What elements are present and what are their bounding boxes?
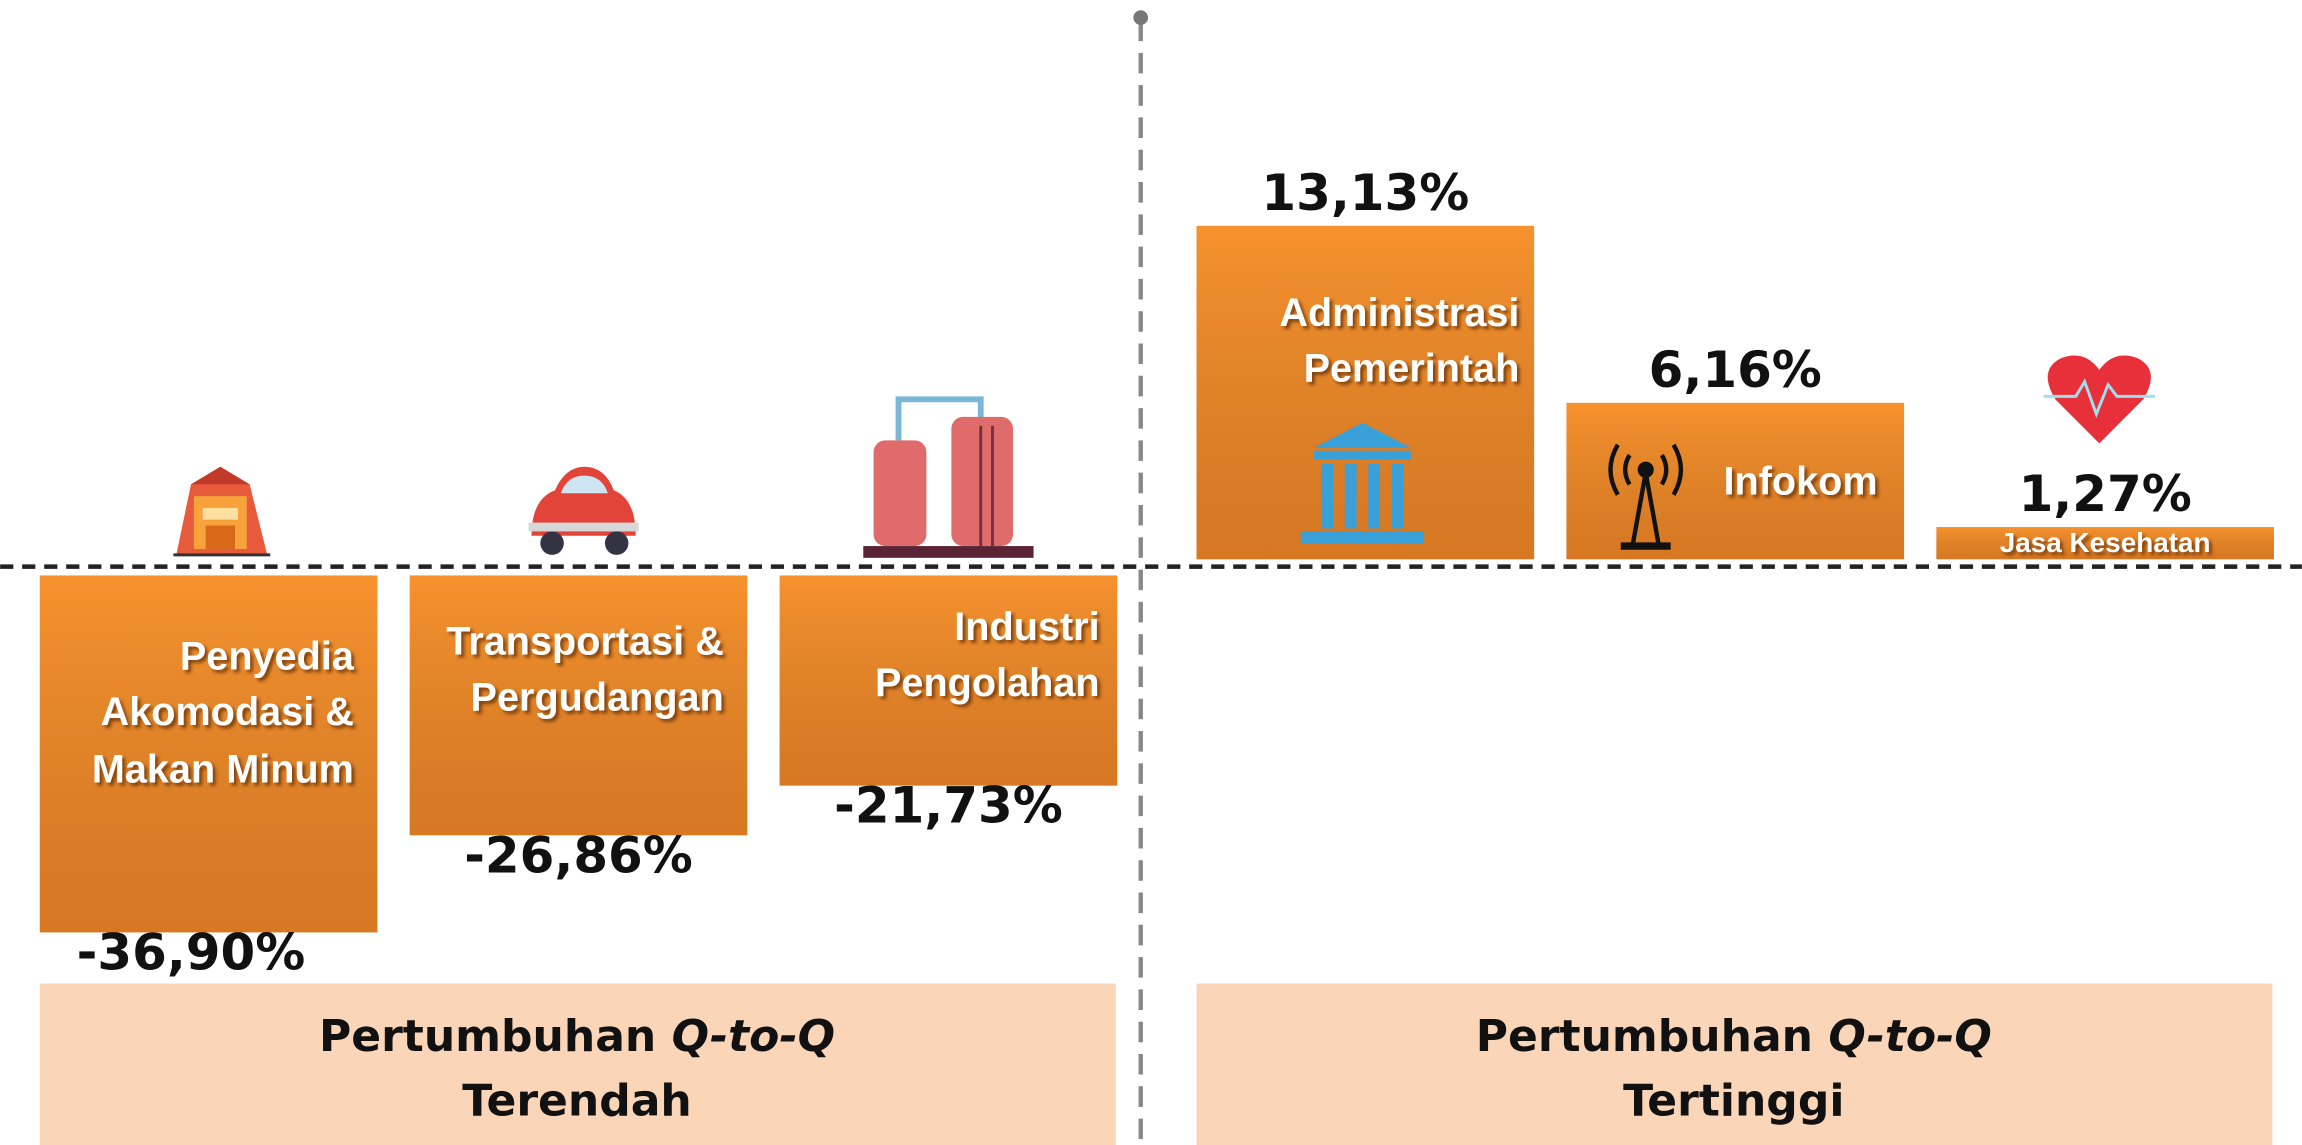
panel-title: Pertumbuhan Q-to-Q xyxy=(1476,1011,1992,1062)
bar-label-box: Penyedia Akomodasi & Makan Minum xyxy=(91,634,354,791)
bar-label-box: Jasa Kesehatan xyxy=(1999,527,2211,559)
category-label: Infokom xyxy=(1723,458,1878,503)
category-label: Industri Pengolahan xyxy=(874,604,1100,706)
category-label: Administrasi Pemerintah xyxy=(1279,290,1520,391)
bars: Penyedia Akomodasi & Makan Minum Transpor… xyxy=(39,225,2274,933)
value-label: -36,90% xyxy=(77,923,306,981)
bar-shade xyxy=(1936,527,2274,560)
bar-shade xyxy=(779,575,1118,786)
bar-label-box: Industri Pengolahan xyxy=(874,604,1100,706)
panel-emphasis: Q-to-Q xyxy=(672,1011,835,1062)
icon-shop xyxy=(173,466,271,557)
value-label: -26,86% xyxy=(464,826,693,884)
icon-government xyxy=(1300,422,1425,544)
icon-antenna xyxy=(1608,443,1684,550)
category-label: Penyedia Akomodasi & Makan Minum xyxy=(91,634,354,791)
icon-car xyxy=(528,466,639,555)
panel-title: Pertumbuhan Q-to-Q xyxy=(319,1011,835,1062)
icon-heart xyxy=(2043,355,2156,444)
panel-text: Pertumbuhan xyxy=(319,1011,656,1062)
bar-label-box: Administrasi Pemerintah xyxy=(1279,290,1520,391)
value-label: -21,73% xyxy=(834,777,1063,835)
value-label: 6,16% xyxy=(1649,341,1822,399)
panel-bg xyxy=(39,983,1116,1145)
panel-label: Tertinggi xyxy=(1623,1076,1844,1127)
bar-shade xyxy=(1196,225,1535,560)
bar-shade xyxy=(1566,402,1905,560)
bar-shade xyxy=(409,575,748,836)
bar-shade xyxy=(39,575,378,933)
category-label: Jasa Kesehatan xyxy=(1999,527,2211,559)
bar-label-box: Infokom xyxy=(1723,458,1878,503)
panel-text: Pertumbuhan xyxy=(1476,1011,1813,1062)
panel-bg xyxy=(1196,983,2273,1145)
divider-dot xyxy=(1133,10,1149,25)
panel-label: Terendah xyxy=(462,1076,691,1127)
bar-label-box: Transportasi & Pergudangan xyxy=(446,619,724,720)
value-label: 13,13% xyxy=(1261,164,1469,222)
icon-factory xyxy=(863,396,1034,558)
value-label: 1,27% xyxy=(2019,465,2192,523)
category-label: Transportasi & Pergudangan xyxy=(446,619,724,720)
panel-emphasis: Q-to-Q xyxy=(1828,1011,1991,1062)
